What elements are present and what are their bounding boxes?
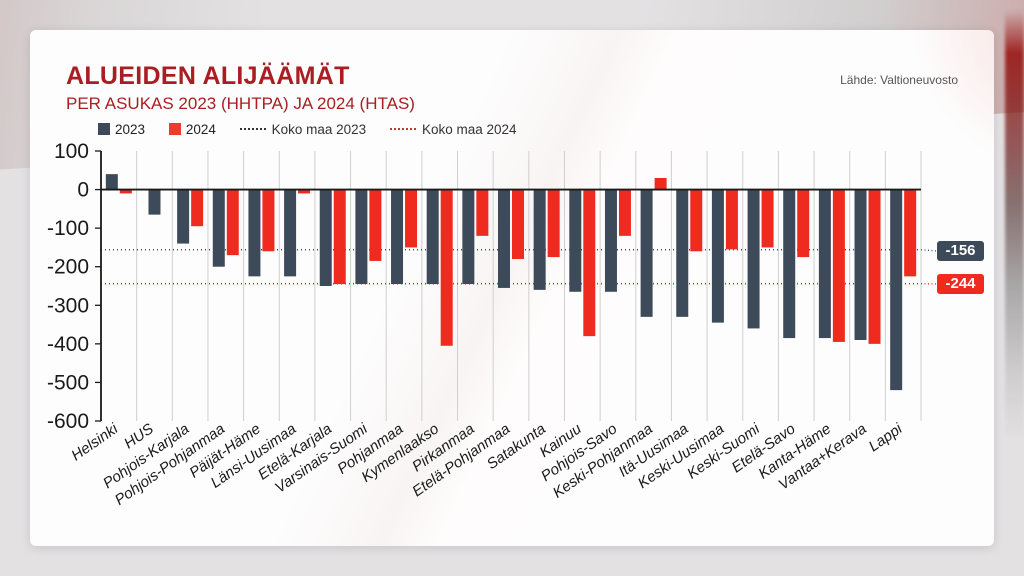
svg-text:0: 0 <box>77 179 89 202</box>
svg-text:-400: -400 <box>47 333 89 356</box>
svg-text:-300: -300 <box>47 294 89 317</box>
svg-text:-600: -600 <box>47 410 89 433</box>
svg-text:-500: -500 <box>47 371 89 394</box>
svg-text:-200: -200 <box>47 256 89 279</box>
svg-text:Lappi: Lappi <box>866 420 906 455</box>
svg-text:-100: -100 <box>47 217 89 240</box>
svg-text:100: 100 <box>54 140 89 163</box>
